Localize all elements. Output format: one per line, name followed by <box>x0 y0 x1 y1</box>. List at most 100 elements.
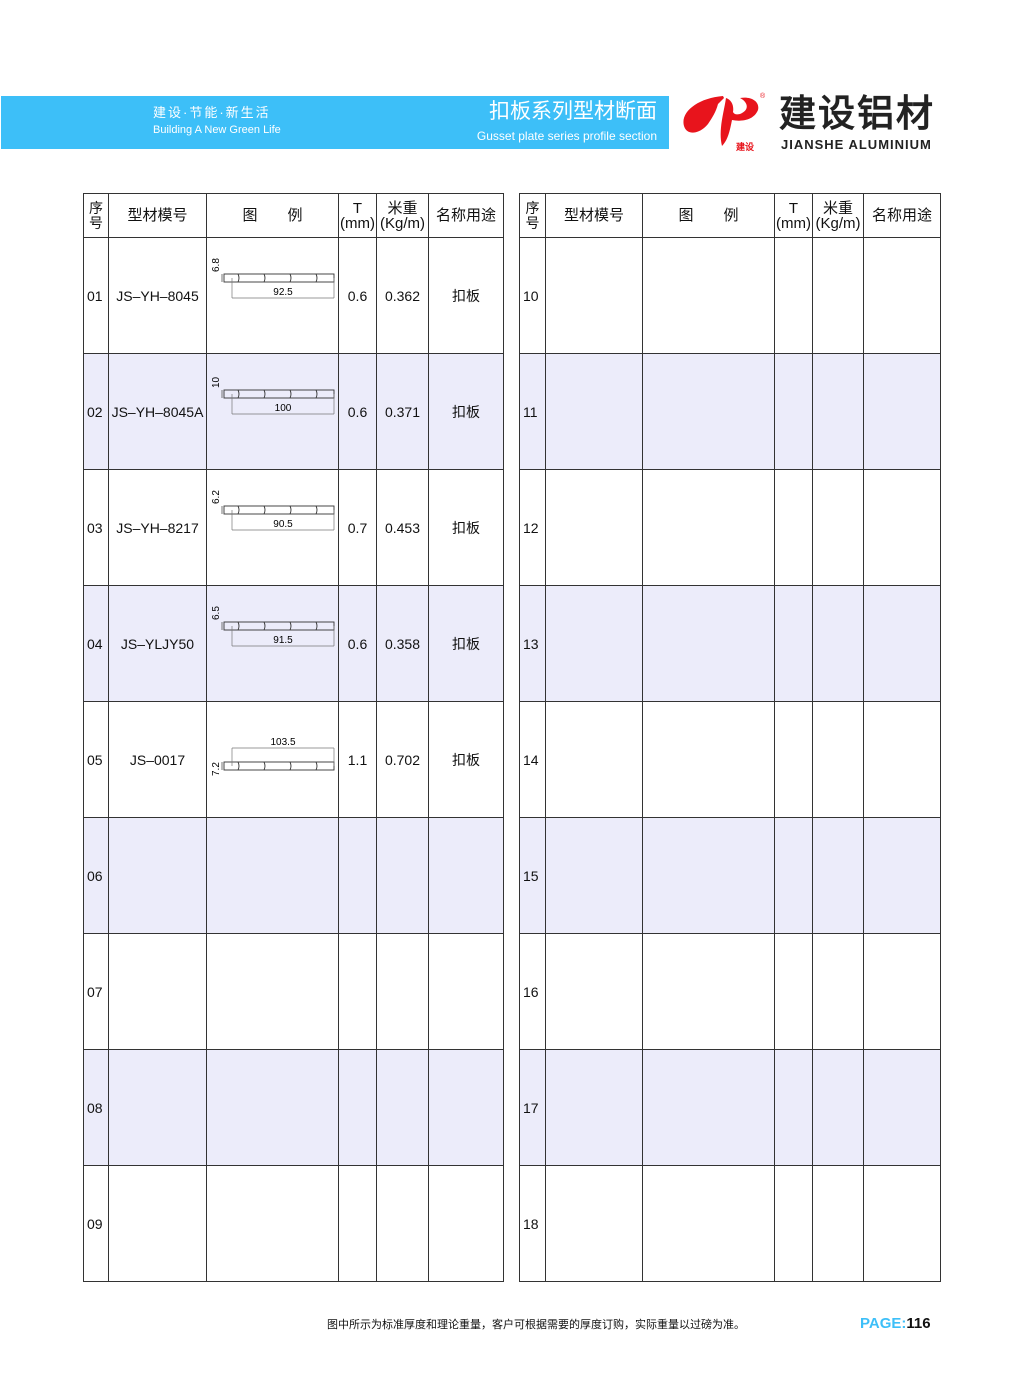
brand-name-en: JIANSHE ALUMINIUM <box>781 137 932 152</box>
logo-text: 建设 <box>736 141 755 152</box>
header-seq: 序号 <box>519 193 546 238</box>
table-row: 10 <box>519 237 941 354</box>
t-unit: (mm) <box>340 214 375 232</box>
use-cell <box>863 237 941 354</box>
use-cell <box>863 817 941 934</box>
weight-cell: 0.371 <box>376 353 429 470</box>
model-cell: JS–YH–8045 <box>108 237 207 354</box>
diagram-cell <box>642 1165 775 1282</box>
seq-cell: 17 <box>519 1049 546 1166</box>
profile-width-label: 92.5 <box>273 287 293 298</box>
use-cell <box>863 1165 941 1282</box>
weight-cell <box>376 933 429 1050</box>
diagram-cell <box>206 1165 339 1282</box>
header-weight: 米重 (Kg/m) <box>812 193 864 238</box>
page-value: 116 <box>906 1315 931 1332</box>
header-use: 名称用途 <box>863 193 941 238</box>
model-cell <box>545 1165 643 1282</box>
seq-cell: 02 <box>83 353 109 470</box>
profile-width-label: 103.5 <box>270 737 295 748</box>
table-row: 06 <box>83 817 504 934</box>
table-row: 15 <box>519 817 941 934</box>
diagram-cell <box>642 933 775 1050</box>
model-cell <box>545 817 643 934</box>
model-cell <box>108 817 207 934</box>
t-unit: (mm) <box>776 214 811 232</box>
table-row: 13 <box>519 585 941 702</box>
table-row: 14 <box>519 701 941 818</box>
thickness-cell <box>774 353 813 470</box>
weight-unit: (Kg/m) <box>815 214 861 232</box>
model-cell: JS–YH–8217 <box>108 469 207 586</box>
header-diagram: 图 例 <box>206 193 339 238</box>
seq-cell: 14 <box>519 701 546 818</box>
seq-cell: 03 <box>83 469 109 586</box>
registered-mark: ® <box>760 92 766 100</box>
model-cell <box>545 237 643 354</box>
use-cell <box>428 817 504 934</box>
profile-height-label: 6.8 <box>211 258 222 272</box>
table-row: 07 <box>83 933 504 1050</box>
profile-width-label: 90.5 <box>273 519 293 530</box>
weight-label: 米重 <box>387 199 418 217</box>
weight-cell: 0.453 <box>376 469 429 586</box>
diagram-cell: 91.5 6.5 <box>206 585 339 702</box>
diagram-cell: 92.5 6.8 <box>206 237 339 354</box>
seq-cell: 13 <box>519 585 546 702</box>
diagram-cell: 103.5 7.2 <box>206 701 339 818</box>
use-cell: 扣板 <box>428 237 504 354</box>
page-number: PAGE:116 <box>860 1315 931 1333</box>
weight-cell <box>812 1165 864 1282</box>
seq-cell: 09 <box>83 1165 109 1282</box>
diagram-cell <box>642 469 775 586</box>
use-cell <box>863 469 941 586</box>
profile-width-label: 100 <box>274 403 291 414</box>
t-label: T <box>788 199 799 217</box>
profile-height-label: 10 <box>211 376 222 388</box>
profile-table-right: 序号 型材模号 图 例 T (mm) 米重 (Kg/m) 名称用途 10 11 12 13… <box>519 193 941 1282</box>
diagram-cell <box>206 817 339 934</box>
brand-logo-icon: 建设 ® <box>683 92 766 152</box>
thickness-cell <box>774 469 813 586</box>
thickness-cell: 0.6 <box>338 353 377 470</box>
model-cell: JS–0017 <box>108 701 207 818</box>
weight-cell <box>376 817 429 934</box>
header-banner: 建设·节能·新生活 Building A New Green Life 扣板系列… <box>1 96 669 149</box>
thickness-cell <box>774 933 813 1050</box>
footer-note: 图中所示为标准厚度和理论重量，客户可根据需要的厚度订购，实际重量以过磅为准。 <box>327 1319 745 1331</box>
table-row: 17 <box>519 1049 941 1166</box>
table-row: 12 <box>519 469 941 586</box>
diagram-cell <box>642 1049 775 1166</box>
thickness-cell <box>338 1165 377 1282</box>
page-label: PAGE: <box>860 1315 907 1332</box>
weight-cell <box>812 817 864 934</box>
table-row: 03 JS–YH–8217 90.5 6.2 0.7 0.453 扣板 <box>83 469 504 586</box>
header-diagram: 图 例 <box>642 193 775 238</box>
thickness-cell <box>338 933 377 1050</box>
seq-cell: 04 <box>83 585 109 702</box>
weight-cell <box>812 353 864 470</box>
seq-cell: 15 <box>519 817 546 934</box>
model-cell <box>545 585 643 702</box>
seq-cell: 01 <box>83 237 109 354</box>
diagram-cell <box>206 1049 339 1166</box>
weight-cell: 0.702 <box>376 701 429 818</box>
thickness-cell <box>774 817 813 934</box>
seq-cell: 10 <box>519 237 546 354</box>
seq-cell: 11 <box>519 353 546 470</box>
diagram-cell <box>642 817 775 934</box>
thickness-cell <box>774 585 813 702</box>
diagram-cell <box>642 353 775 470</box>
t-label: T <box>352 199 363 217</box>
diagram-cell: 100 10 <box>206 353 339 470</box>
header-t: T (mm) <box>338 193 377 238</box>
table-row: 18 <box>519 1165 941 1282</box>
weight-cell <box>812 237 864 354</box>
diagram-cell <box>642 585 775 702</box>
use-cell <box>428 933 504 1050</box>
use-cell <box>863 701 941 818</box>
profile-height-label: 7.2 <box>211 762 222 776</box>
model-cell <box>545 353 643 470</box>
model-cell <box>108 1049 207 1166</box>
weight-cell <box>812 933 864 1050</box>
